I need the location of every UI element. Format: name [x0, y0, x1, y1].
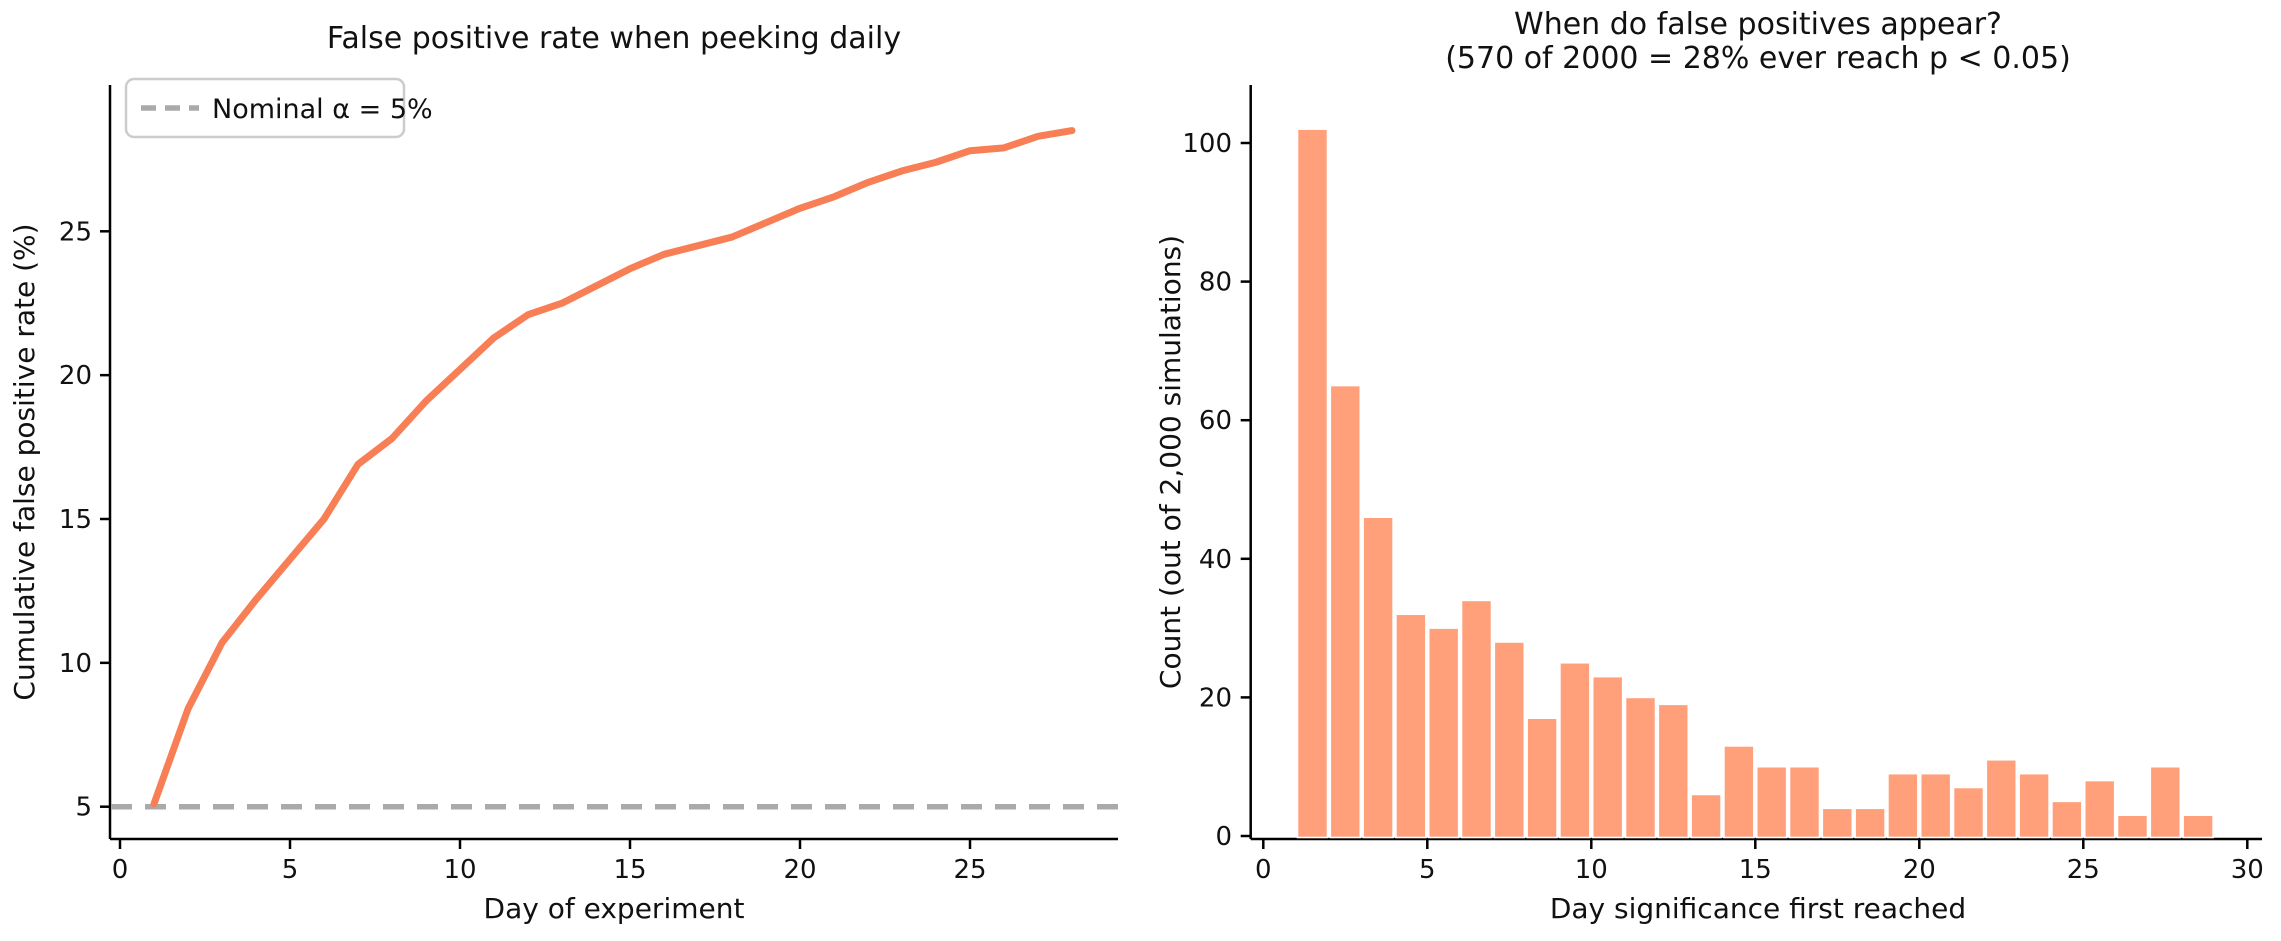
- x-tick-label: 20: [783, 855, 816, 885]
- histogram-bar: [1887, 772, 1919, 839]
- histogram-bar: [2182, 814, 2214, 839]
- line-chart-axes: 0 5 10 15 20 25 5 10 15 20 25: [59, 85, 1118, 885]
- x-tick-label: 10: [443, 855, 476, 885]
- histogram-bar: [1460, 599, 1493, 839]
- y-tick-label: 40: [1199, 545, 1232, 575]
- histogram-bar: [1985, 758, 2018, 839]
- histogram-bar: [1690, 793, 1722, 839]
- histogram-bar: [1919, 772, 1952, 839]
- histogram-bar: [1526, 717, 1558, 839]
- histogram-bar: [1559, 661, 1591, 839]
- histogram-bar: [2051, 800, 2083, 839]
- x-tick-label: 0: [112, 855, 129, 885]
- histogram-bar: [1591, 675, 1624, 839]
- y-tick-label: 25: [59, 217, 92, 247]
- histogram-bar: [1395, 613, 1427, 839]
- x-tick-label: 10: [1575, 855, 1608, 885]
- x-tick-label: 5: [282, 855, 299, 885]
- x-tick-label: 5: [1419, 855, 1436, 885]
- histogram-bar: [1854, 807, 1886, 839]
- x-tick-label: 20: [1903, 855, 1936, 885]
- histogram-bar: [1493, 641, 1526, 839]
- histogram-xlabel: Day significance first reached: [1550, 892, 1966, 925]
- y-tick-label: 10: [59, 649, 92, 679]
- y-tick-label: 20: [1199, 683, 1232, 713]
- y-tick-label: 60: [1199, 406, 1232, 436]
- histogram-bar: [2083, 779, 2116, 839]
- histogram-bars: [1296, 128, 2214, 839]
- line-chart-false-positive-rate: 0 5 10 15 20 25 5 10 15 20 25 False positive rate …: [8, 21, 1118, 925]
- histogram-bar: [1821, 807, 1854, 839]
- histogram-bar: [1788, 765, 1821, 839]
- line-chart-ylabel: Cumulative false positive rate (%): [8, 223, 41, 700]
- histogram-bar: [1296, 128, 1329, 839]
- x-tick-label: 15: [613, 855, 646, 885]
- legend-label: Nominal α = 5%: [212, 94, 433, 125]
- x-tick-label: 15: [1739, 855, 1772, 885]
- histogram-bar: [1755, 765, 1788, 839]
- y-tick-label: 100: [1182, 129, 1232, 159]
- histogram-chart-first-significance: 0 5 10 15 20 25 30 0 20 40 60 80 100 When do false p…: [1154, 7, 2264, 925]
- histogram-bar: [1329, 384, 1362, 839]
- x-tick-label: 25: [953, 855, 986, 885]
- histogram-bar: [2149, 765, 2182, 839]
- histogram-bar: [2018, 772, 2050, 839]
- line-chart-xlabel: Day of experiment: [484, 892, 745, 925]
- histogram-title-line2: (570 of 2000 = 28% ever reach p < 0.05): [1445, 41, 2071, 76]
- line-chart-title: False positive rate when peeking daily: [327, 21, 901, 56]
- histogram-bar: [1362, 516, 1394, 839]
- y-tick-label: 0: [1215, 822, 1232, 852]
- legend-box: [124, 77, 406, 139]
- y-tick-label: 15: [59, 505, 92, 535]
- x-tick-label: 25: [2067, 855, 2100, 885]
- histogram-bar: [1657, 703, 1690, 839]
- histogram-bar: [2116, 814, 2149, 839]
- y-tick-label: 20: [59, 361, 92, 391]
- legend: Nominal α = 5%: [124, 77, 433, 139]
- cumulative-fpr-curve: [150, 127, 1076, 808]
- histogram-bar: [1723, 745, 1755, 839]
- y-tick-label: 80: [1199, 268, 1232, 298]
- histogram-ylabel: Count (out of 2,000 simulations): [1154, 235, 1187, 689]
- histogram-bar: [1624, 696, 1657, 839]
- line-chart-series: [111, 127, 1118, 810]
- histogram-axes: 0 5 10 15 20 25 30 0 20 40 60 80 100: [1182, 85, 2264, 885]
- histogram-bar: [1427, 627, 1460, 839]
- y-tick-label: 5: [75, 793, 92, 823]
- histogram-bar: [1952, 786, 1985, 839]
- histogram-title-line1: When do false positives appear?: [1514, 7, 2002, 42]
- x-tick-label: 30: [2231, 855, 2264, 885]
- x-tick-label: 0: [1255, 855, 1272, 885]
